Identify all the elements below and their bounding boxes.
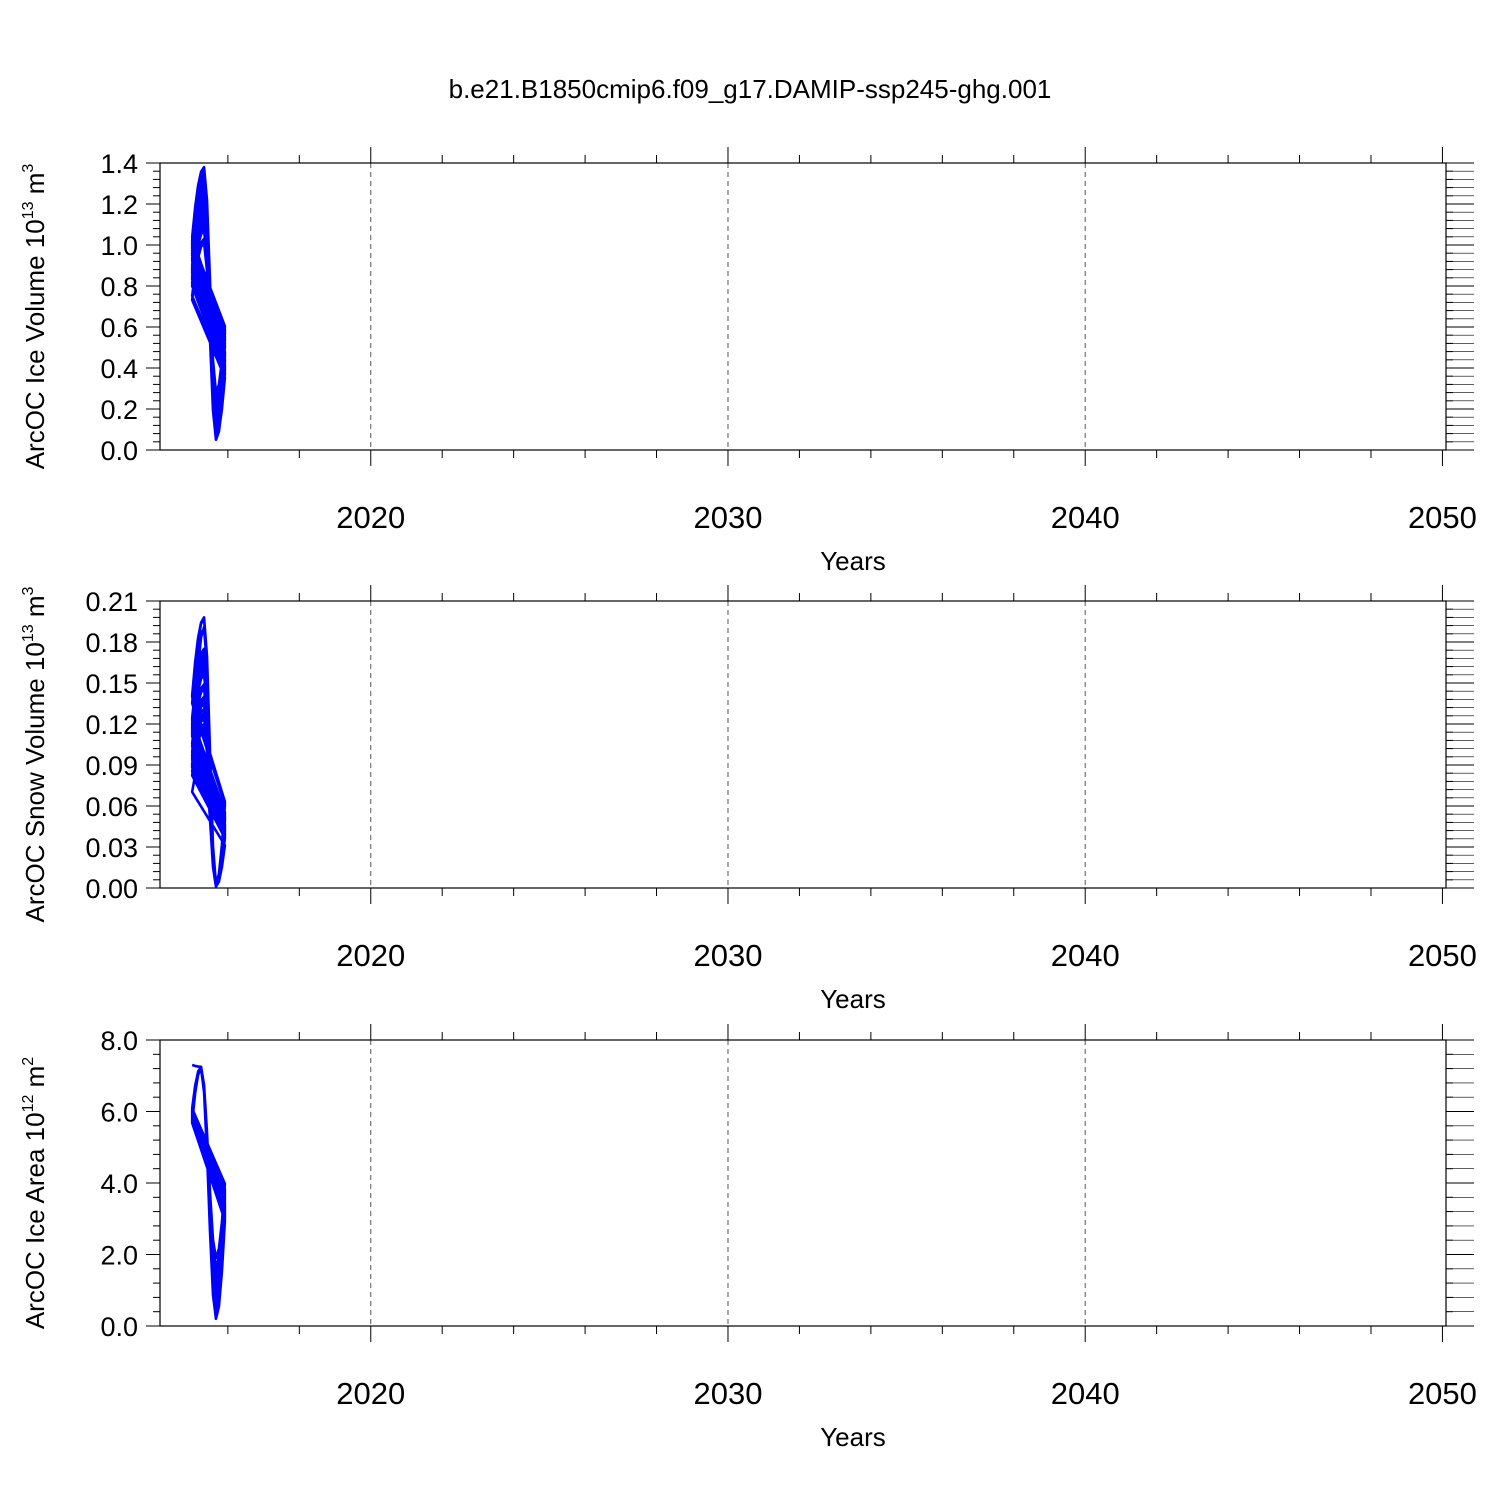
- series-line-1: [190, 616, 227, 888]
- y-tick-label: 0.0: [100, 1312, 138, 1342]
- chart-panel-2: 0.00 0.03 0.06 0.09 0.12 0.15 0.18 0.21 2020 2030…: [20, 585, 1477, 1014]
- y-tick-label: 0.15: [85, 669, 138, 699]
- x-tick-label: 2050: [1408, 938, 1477, 973]
- y-axis-label: ArcOC Ice Area 1012 m2: [20, 1057, 50, 1329]
- y-tick-label: 0.8: [100, 272, 138, 302]
- x-tick-label: 2030: [693, 500, 762, 535]
- y-tick-label: 2.0: [100, 1241, 138, 1271]
- x-tick-label: 2020: [336, 938, 405, 973]
- y-tick-label: 0.6: [100, 313, 138, 343]
- y-tick-label: 6.0: [100, 1098, 138, 1128]
- x-tick-label: 2050: [1408, 1376, 1477, 1411]
- x-tick-label: 2030: [693, 938, 762, 973]
- y-tick-label: 0.12: [85, 710, 138, 740]
- x-tick-label: 2030: [693, 1376, 762, 1411]
- series-line-1: [190, 165, 227, 442]
- page-title: b.e21.B1850cmip6.f09_g17.DAMIP-ssp245-gh…: [449, 74, 1052, 104]
- y-axis-label: ArcOC Snow Volume 1013 m3: [20, 586, 50, 922]
- x-tick-label: 2020: [336, 500, 405, 535]
- y-tick-label: 8.0: [100, 1026, 138, 1056]
- y-tick-label: 0.09: [85, 751, 138, 781]
- y-tick-label: 1.4: [100, 149, 138, 179]
- panels: 0.0 0.2 0.4 0.6 0.8 1.0 1.2 1.4 2020 2030 2040 2050…: [20, 147, 1477, 1452]
- y-tick-label: 0.4: [100, 354, 138, 384]
- y-tick-label: 0.21: [85, 587, 138, 617]
- chart-panel-3: 0.0 2.0 4.0 6.0 8.0 2020 2030 2040 2050 Years ArcO…: [20, 1024, 1477, 1452]
- y-tick-label: 0.0: [100, 436, 138, 466]
- y-tick-label: 0.00: [85, 874, 138, 904]
- x-tick-label: 2040: [1051, 938, 1120, 973]
- series-line-1: [190, 1063, 227, 1321]
- x-axis-label: Years: [820, 1422, 886, 1452]
- y-tick-label: 1.2: [100, 190, 138, 220]
- x-tick-label: 2040: [1051, 1376, 1120, 1411]
- x-tick-label: 2050: [1408, 500, 1477, 535]
- x-tick-label: 2040: [1051, 500, 1120, 535]
- y-tick-label: 0.06: [85, 792, 138, 822]
- y-tick-label: 0.2: [100, 395, 138, 425]
- y-tick-label: 4.0: [100, 1169, 138, 1199]
- y-tick-label: 0.03: [85, 833, 138, 863]
- plot-frame: [159, 162, 1447, 451]
- x-axis-label: Years: [820, 984, 886, 1014]
- chart-panel-1: 0.0 0.2 0.4 0.6 0.8 1.0 1.2 1.4 2020 2030 2040 2050…: [20, 147, 1477, 576]
- x-tick-label: 2020: [336, 1376, 405, 1411]
- plot-frame: [159, 600, 1447, 889]
- y-tick-label: 1.0: [100, 231, 138, 261]
- plot-frame: [159, 1039, 1447, 1327]
- x-axis-label: Years: [820, 546, 886, 576]
- y-tick-label: 0.18: [85, 628, 138, 658]
- y-axis-label: ArcOC Ice Volume 1013 m3: [20, 164, 50, 470]
